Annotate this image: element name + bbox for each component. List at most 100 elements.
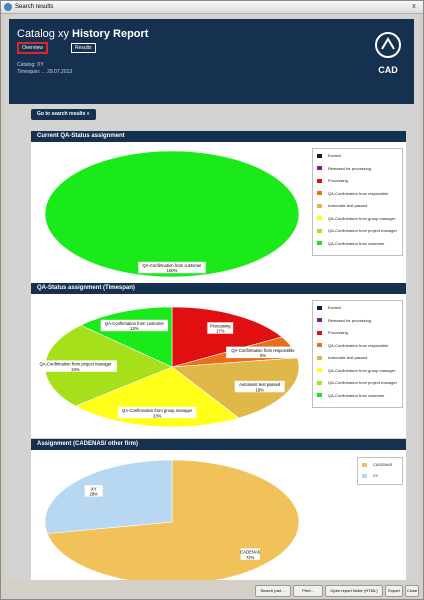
current-status-panel: Current QA-Status assignment QA-Confirma… [31, 131, 406, 284]
pie-label-name: QA-Confirmation from customer [142, 263, 202, 268]
pie-label-box [226, 346, 300, 359]
pie-label-name: Automatic test passed [239, 382, 281, 387]
legend-item-qa-confirmation-from-project-manager: QA-Confirmation from project manager [317, 379, 397, 387]
pie-label-box [234, 380, 285, 393]
pie-label-box [118, 406, 197, 419]
pie-slice-cadenas [46, 459, 300, 580]
pie-slice-qa-confirmation-from-group-manager [74, 366, 240, 428]
pie-label-name: QA-Confirmation from responsible [231, 348, 295, 353]
pie-label-value: 100% [167, 268, 178, 273]
timespan-status-title: QA-Status assignment (Timespan) [31, 283, 406, 294]
pie-label-name: XY [91, 486, 97, 491]
legend-label: Automatic test passed [328, 203, 368, 208]
pie-label-name: QA-Confirmation from project manager [39, 362, 112, 367]
legend-swatch [317, 228, 322, 233]
legend-swatch [317, 393, 322, 398]
pie-label-box [84, 485, 103, 497]
report-header: Catalog xy History Report Overview Resul… [9, 19, 414, 104]
legend-swatch [317, 380, 322, 385]
firm-assignment-panel: Assignment (CADENAS/ other firm) CADENAS… [31, 439, 406, 580]
pie-label-box [100, 319, 169, 332]
legend-label: QA-Confirmation from project manager [328, 380, 397, 385]
legend-swatch [317, 166, 322, 171]
legend-label: QA-Confirmation from responsible [328, 190, 389, 196]
tab-results[interactable]: Results [71, 43, 96, 53]
timespan-status-legend: Eroded Released for processing Processing Q… [312, 300, 403, 408]
print-button[interactable]: Print... [293, 585, 323, 597]
legend-swatch [317, 216, 322, 221]
window-titlebar: Search results x [1, 1, 423, 14]
pie-label-name: Processing [210, 324, 231, 329]
legend-label: QA-Confirmation from customer [328, 240, 385, 246]
legend-swatch [317, 191, 322, 196]
timespan-status-panel: QA-Status assignment (Timespan) Processi… [31, 283, 406, 438]
legend-label: Eroded [328, 305, 341, 310]
current-status-legend: Eroded Released for processing Processing Q… [312, 148, 403, 256]
pie-label-name: QA-Confirmation from group manager [122, 408, 193, 413]
legend-label: Processing [328, 330, 348, 335]
report-view: Catalog xy History Report Overview Resul… [5, 15, 419, 580]
close-window-icon[interactable]: x [412, 3, 416, 10]
pie-label-value: 19% [255, 387, 264, 392]
legend-item-qa-confirmation-from-group-manager: QA-Confirmation from group manager [317, 215, 395, 223]
timespan-status-body: Processing 17% QA-Confirmation from respon… [31, 294, 406, 438]
go-to-search-results-button[interactable]: Go to search results » [31, 109, 96, 120]
legend-item-qa-confirmation-from-customer: QA-Confirmation from customer [317, 392, 384, 400]
legend-label: XY [373, 473, 379, 478]
legend-item-processing: Processing [317, 177, 348, 185]
legend-swatch [317, 203, 322, 208]
legend-item-automatic-test-passed: Automatic test passed [317, 202, 367, 210]
legend-item-automatic-test-passed: Automatic test passed [317, 354, 367, 362]
pie-label-value: 24% [71, 367, 80, 372]
tab-overview[interactable]: Overview [17, 42, 48, 54]
legend-item-qa-confirmation-from-responsible: QA-Confirmation from responsible [317, 190, 388, 198]
firm-assignment-body: CADENAS 72% XY 28% CADENAS XY [31, 450, 406, 580]
legend-item-eroded: Eroded [317, 152, 341, 160]
logo-text: CAD [378, 65, 398, 75]
current-status-body: QA-Confirmation from customer 100% Eroded… [31, 142, 406, 284]
legend-swatch [317, 305, 322, 310]
legend-swatch [317, 343, 322, 348]
catalog-meta: Catalog: XY [17, 62, 44, 68]
legend-label: QA-Confirmation from group manager [328, 367, 396, 373]
pie-label-value: 28% [90, 492, 99, 497]
pie-label-name: QA-Confirmation from customer [105, 321, 165, 326]
pie-slice-processing [171, 306, 283, 368]
bottom-button-bar: Search part ... Print... Open report fol… [5, 583, 419, 597]
legend-swatch [317, 355, 322, 360]
pie-slice-qa-confirmation-from-customer [44, 150, 300, 278]
pie-label-value: 72% [246, 555, 255, 560]
timespan-meta: Timespan: ... 29.07.2013 [17, 69, 73, 75]
pie-label-value: 6% [260, 353, 266, 358]
open-report-folder-button[interactable]: Open report folder (HTML) [325, 585, 383, 597]
report-title-main: History Report [72, 28, 149, 40]
legend-item-cadenas: CADENAS [362, 461, 392, 469]
legend-label: Released for processing [328, 317, 372, 323]
legend-item-processing: Processing [317, 329, 348, 337]
legend-swatch [317, 178, 322, 183]
search-part-button[interactable]: Search part ... [255, 585, 291, 597]
pie-label-value: 17% [216, 329, 225, 334]
firm-assignment-title: Assignment (CADENAS/ other firm) [31, 439, 406, 450]
pie-label-box [207, 322, 234, 334]
window-title: Search results [15, 4, 54, 10]
close-button[interactable]: Close [405, 585, 419, 597]
report-title-catalog: Catalog xy [17, 28, 69, 40]
report-title: Catalog xy History Report [17, 27, 148, 41]
current-status-title: Current QA-Status assignment [31, 131, 406, 142]
export-button[interactable]: Export [385, 585, 403, 597]
legend-swatch [317, 153, 322, 158]
pie-label-value: 23% [153, 413, 162, 418]
legend-label: Released for processing [328, 165, 372, 171]
legend-item-released-for-processing: Released for processing [317, 317, 371, 325]
pie-label-box [138, 261, 206, 274]
legend-label: CADENAS [373, 462, 393, 467]
legend-item-qa-confirmation-from-responsible: QA-Confirmation from responsible [317, 342, 388, 350]
legend-label: Automatic test passed [328, 355, 368, 360]
